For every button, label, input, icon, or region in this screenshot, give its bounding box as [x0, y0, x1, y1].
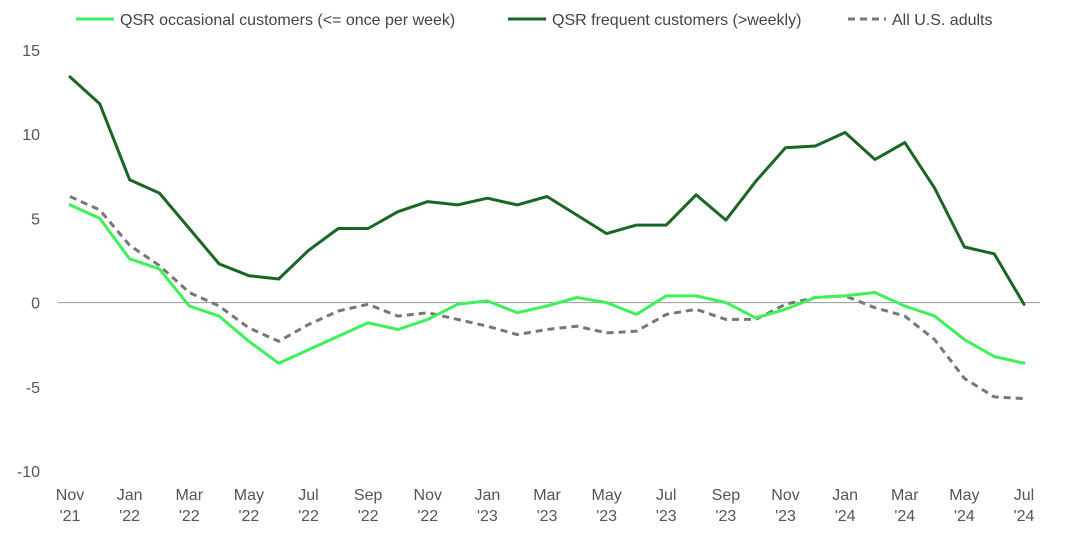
- x-tick-year: '22: [119, 508, 140, 525]
- legend-label: All U.S. adults: [892, 12, 992, 29]
- x-tick-month: Jan: [117, 487, 143, 504]
- y-tick-label: 10: [22, 127, 40, 144]
- x-tick-year: '22: [298, 508, 319, 525]
- x-tick-year: '23: [715, 508, 736, 525]
- x-tick-year: '23: [775, 508, 796, 525]
- x-tick-year: '22: [417, 508, 438, 525]
- x-axis: Nov '21 Jan '22 Mar '22 May '22 Jul '22 Sep '22 Nov '…: [56, 487, 1035, 525]
- x-tick-year: '22: [179, 508, 200, 525]
- x-tick-month: Jan: [832, 487, 858, 504]
- legend-item-occasional: QSR occasional customers (<= once per we…: [76, 12, 455, 29]
- x-tick-month: Jul: [656, 487, 676, 504]
- y-axis: 15 10 5 0 -5 -10: [17, 43, 40, 481]
- x-tick-month: Mar: [533, 487, 561, 504]
- x-tick-month: Sep: [354, 487, 383, 504]
- x-tick-year: '23: [537, 508, 558, 525]
- legend-label: QSR frequent customers (>weekly): [552, 12, 801, 29]
- series-line-frequent: [68, 75, 1026, 306]
- x-tick-year: '22: [238, 508, 259, 525]
- series-layer: [68, 75, 1026, 401]
- y-tick-label: 0: [31, 296, 40, 313]
- x-tick-month: Nov: [56, 487, 84, 504]
- y-tick-label: 15: [22, 43, 40, 60]
- y-tick-label: 5: [31, 211, 40, 228]
- y-tick-label: -5: [26, 380, 40, 397]
- legend: QSR occasional customers (<= once per we…: [76, 12, 992, 29]
- x-tick-year: '24: [894, 508, 915, 525]
- x-tick-year: '23: [656, 508, 677, 525]
- x-tick-year: '23: [477, 508, 498, 525]
- x-tick-month: Sep: [712, 487, 741, 504]
- x-tick-year: '22: [358, 508, 379, 525]
- x-tick-year: '24: [835, 508, 856, 525]
- x-tick-month: Jul: [1014, 487, 1034, 504]
- y-tick-label: -10: [17, 464, 40, 481]
- x-tick-month: Jul: [298, 487, 318, 504]
- x-tick-month: Jan: [474, 487, 500, 504]
- legend-item-frequent: QSR frequent customers (>weekly): [508, 12, 801, 29]
- x-tick-month: May: [592, 487, 622, 504]
- x-tick-month: Mar: [175, 487, 203, 504]
- series-line-occasional: [68, 203, 1026, 365]
- x-tick-month: Mar: [891, 487, 919, 504]
- legend-item-all-adults: All U.S. adults: [848, 12, 992, 29]
- x-tick-year: '23: [596, 508, 617, 525]
- x-tick-year: '24: [1014, 508, 1035, 525]
- x-tick-month: Nov: [414, 487, 442, 504]
- x-tick-year: '24: [954, 508, 975, 525]
- legend-label: QSR occasional customers (<= once per we…: [120, 12, 455, 29]
- x-tick-month: Nov: [771, 487, 799, 504]
- x-tick-year: '21: [60, 508, 81, 525]
- series-line-all-adults: [69, 195, 1025, 401]
- x-tick-month: May: [234, 487, 264, 504]
- x-tick-month: May: [949, 487, 979, 504]
